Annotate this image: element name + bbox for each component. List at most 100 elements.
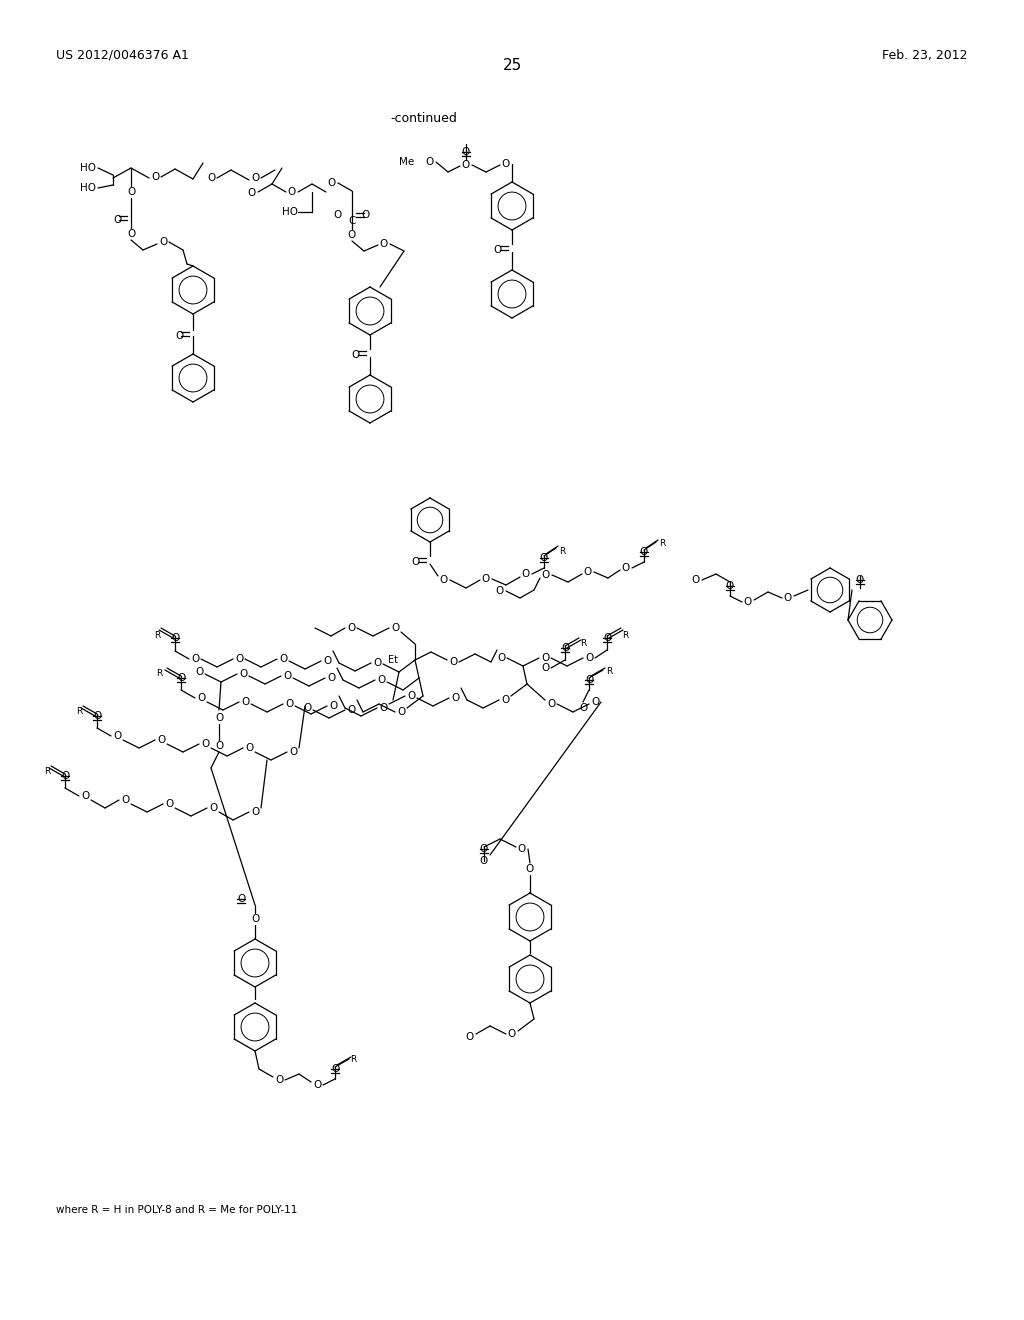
Text: HO: HO <box>282 207 298 216</box>
Text: O: O <box>197 693 205 704</box>
Text: O: O <box>407 690 415 701</box>
Text: 25: 25 <box>503 58 521 73</box>
Text: R: R <box>350 1055 356 1064</box>
Text: O: O <box>541 663 549 673</box>
Text: O: O <box>622 564 630 573</box>
Text: O: O <box>496 586 504 597</box>
Text: O: O <box>328 178 336 187</box>
Text: R: R <box>156 669 162 678</box>
Text: O: O <box>283 671 291 681</box>
Text: O: O <box>412 557 420 568</box>
Text: O: O <box>165 799 173 809</box>
Text: O: O <box>640 546 648 557</box>
Text: O: O <box>151 172 159 182</box>
Text: O: O <box>177 673 185 682</box>
Text: O: O <box>248 187 256 198</box>
Text: Feb. 23, 2012: Feb. 23, 2012 <box>883 49 968 62</box>
Text: R: R <box>76 708 82 717</box>
Text: O: O <box>288 187 296 197</box>
Text: O: O <box>251 173 259 183</box>
Text: O: O <box>361 210 370 220</box>
Text: O: O <box>508 1030 516 1039</box>
Text: O: O <box>215 713 223 723</box>
Text: O: O <box>502 158 510 169</box>
Text: O: O <box>331 1064 339 1074</box>
Text: O: O <box>585 675 593 685</box>
Text: O: O <box>113 215 121 224</box>
Text: O: O <box>334 210 342 220</box>
Text: O: O <box>561 643 569 653</box>
Text: R: R <box>44 767 50 776</box>
Text: O: O <box>480 855 488 866</box>
Text: O: O <box>518 843 526 854</box>
Text: O: O <box>209 803 217 813</box>
Text: O: O <box>373 657 381 668</box>
Text: R: R <box>559 548 565 557</box>
Text: O: O <box>171 634 179 643</box>
Text: R: R <box>622 631 628 640</box>
Text: O: O <box>541 653 549 663</box>
Text: O: O <box>347 705 355 715</box>
Text: -continued: -continued <box>390 111 457 124</box>
Text: O: O <box>466 1032 474 1041</box>
Text: O: O <box>113 731 121 741</box>
Text: O: O <box>584 568 592 577</box>
Text: O: O <box>480 843 488 854</box>
Text: O: O <box>348 230 356 240</box>
Text: R: R <box>606 668 612 676</box>
Text: O: O <box>540 553 548 564</box>
Text: Me: Me <box>398 157 414 168</box>
Text: O: O <box>856 576 864 585</box>
Text: O: O <box>451 693 459 704</box>
Text: O: O <box>462 160 470 170</box>
Text: O: O <box>482 574 490 583</box>
Text: O: O <box>494 246 502 255</box>
Text: O: O <box>397 708 406 717</box>
Text: O: O <box>274 1074 283 1085</box>
Text: O: O <box>426 157 434 168</box>
Text: O: O <box>352 350 360 360</box>
Text: O: O <box>327 673 335 682</box>
Text: O: O <box>121 795 129 805</box>
Text: O: O <box>215 741 223 751</box>
Text: O: O <box>237 894 245 904</box>
Text: O: O <box>579 704 587 713</box>
Text: O: O <box>241 697 249 708</box>
Text: O: O <box>201 739 209 748</box>
Text: O: O <box>497 653 505 663</box>
Text: R: R <box>658 540 666 549</box>
Text: O: O <box>380 239 388 249</box>
Text: O: O <box>239 669 247 678</box>
Text: O: O <box>462 147 470 157</box>
Text: O: O <box>501 696 509 705</box>
Text: O: O <box>522 569 530 579</box>
Text: O: O <box>542 570 550 579</box>
Text: O: O <box>127 187 135 197</box>
Text: O: O <box>323 656 331 667</box>
Text: O: O <box>251 913 259 924</box>
Text: where R = H in POLY-8 and R = Me for POLY-11: where R = H in POLY-8 and R = Me for POL… <box>56 1205 297 1214</box>
Text: O: O <box>251 807 259 817</box>
Text: O: O <box>159 238 167 247</box>
Text: O: O <box>207 173 215 183</box>
Text: O: O <box>379 704 387 713</box>
Text: O: O <box>692 576 700 585</box>
Text: O: O <box>585 653 593 663</box>
Text: O: O <box>547 700 555 709</box>
Text: O: O <box>313 1080 322 1090</box>
Text: O: O <box>347 623 355 634</box>
Text: HO: HO <box>80 183 96 193</box>
Text: O: O <box>234 653 243 664</box>
Text: O: O <box>81 791 89 801</box>
Text: O: O <box>391 623 399 634</box>
Text: O: O <box>591 697 599 708</box>
Text: O: O <box>440 576 449 585</box>
Text: O: O <box>726 581 734 591</box>
Text: HO: HO <box>80 162 96 173</box>
Text: O: O <box>377 675 385 685</box>
Text: O: O <box>175 331 183 341</box>
Text: O: O <box>190 653 199 664</box>
Text: O: O <box>289 747 297 756</box>
Text: R: R <box>580 639 586 648</box>
Text: Et: Et <box>388 655 398 665</box>
